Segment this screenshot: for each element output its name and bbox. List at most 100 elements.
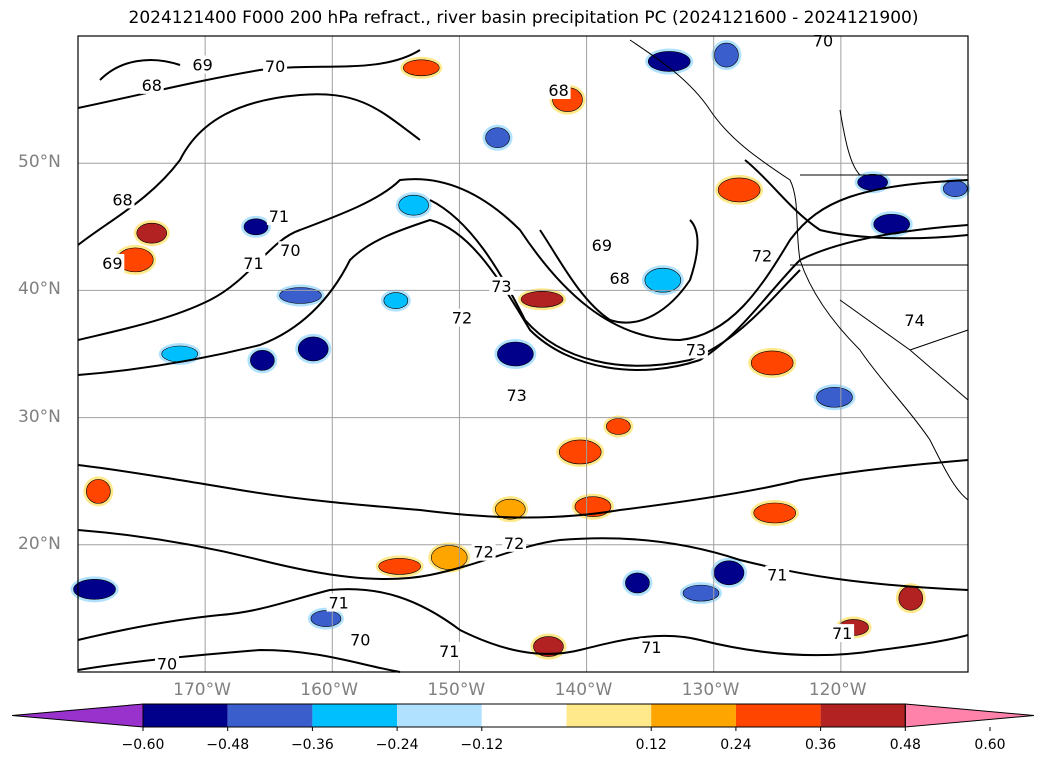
contour-label: 69 <box>592 236 612 255</box>
precip-blob <box>243 218 269 236</box>
contour-label: 71 <box>243 254 263 273</box>
contour-label: 73 <box>491 277 511 296</box>
contour-label-bg <box>449 308 474 327</box>
colorbar-segment <box>481 704 567 727</box>
colorbar-tick-label: 0.24 <box>720 737 752 753</box>
precip-blob <box>494 498 526 520</box>
colorbar-segment <box>735 704 821 727</box>
lat-tick-label: 40°N <box>18 279 61 300</box>
contour-label-bg <box>266 206 291 225</box>
contour-label-bg <box>750 246 775 265</box>
contour-label: 72 <box>504 534 524 553</box>
contour-label-bg <box>639 638 664 657</box>
precip-blob <box>86 479 111 504</box>
map-frame <box>77 35 969 673</box>
colorbar-segment <box>312 704 398 727</box>
contour-label-bg <box>326 593 351 612</box>
contour-label-bg <box>437 641 462 660</box>
contour-label-bg <box>155 654 179 673</box>
contour-label-bg <box>348 630 373 649</box>
lon-tick-label: 160°W <box>300 680 359 700</box>
precip-blob <box>73 579 116 600</box>
contour-line <box>77 648 401 673</box>
precip-blob <box>714 42 739 68</box>
colorbar-tick-label: 0.48 <box>889 737 921 753</box>
lat-tick-label: 20°N <box>18 533 61 554</box>
precip-blob <box>250 350 275 371</box>
precip-blob <box>279 287 322 304</box>
contour-label-bg <box>489 276 514 295</box>
precip-blob <box>402 59 440 77</box>
precip-blob <box>606 418 631 435</box>
lon-tick-label: 140°W <box>554 680 613 700</box>
contour-line <box>539 219 699 324</box>
contour-label-bg <box>139 75 164 94</box>
colorbar-tick-label: 0.60 <box>974 737 1006 753</box>
precip-blob <box>485 127 510 149</box>
contour-label-bg <box>902 311 927 330</box>
contour-label: 71 <box>832 624 852 643</box>
precip-blob <box>497 341 534 367</box>
colorbar-outline <box>142 703 906 728</box>
contour-label: 74 <box>904 311 924 330</box>
contour-label-bg <box>504 386 529 405</box>
contour-label-bg <box>765 565 790 584</box>
contour-line <box>77 588 969 657</box>
contour-line <box>77 49 421 109</box>
colorbar-extend-low <box>11 703 144 728</box>
contour-line <box>77 178 969 342</box>
contour-label-bg <box>471 542 496 561</box>
colorbar-tick-label: 0.12 <box>635 737 667 753</box>
precip-blob <box>378 558 421 575</box>
contour-label: 70 <box>157 655 177 674</box>
lon-tick-label: 120°W <box>808 680 867 700</box>
contour-label-bg <box>100 253 125 272</box>
precip-blob <box>533 636 564 657</box>
colorbar-segment <box>227 704 313 727</box>
contour-label: 68 <box>112 190 132 209</box>
contour-label: 68 <box>609 269 629 288</box>
contour-label: 73 <box>686 340 706 359</box>
precip-blob <box>398 194 429 216</box>
contour-label: 68 <box>142 76 162 95</box>
colorbar-extend-high <box>904 703 1035 728</box>
precip-blob <box>520 291 564 308</box>
contour-label-bg <box>502 533 527 552</box>
precip-blob <box>574 496 612 517</box>
contour-label: 69 <box>192 56 212 75</box>
colorbar-tick-label: −0.24 <box>375 737 419 753</box>
contour-line <box>77 459 969 519</box>
contour-label-bg <box>110 190 135 209</box>
coastline <box>629 39 969 501</box>
contour-label: 71 <box>328 594 348 613</box>
colorbar-tick-label: 0.36 <box>805 737 837 753</box>
colorbar-tick-label: −0.48 <box>206 737 250 753</box>
colorbar-segment <box>651 704 736 727</box>
colorbar-segment <box>566 704 652 727</box>
colorbar-segment <box>143 704 228 727</box>
contour-label-bg <box>263 56 288 75</box>
precipitation-pc-fills <box>70 40 971 660</box>
precip-blob <box>750 350 794 376</box>
colorbar-segment <box>397 704 482 727</box>
state-border <box>839 109 861 176</box>
precip-blob <box>816 386 853 408</box>
precip-blob <box>713 560 745 586</box>
colorbar-tick-label: −0.12 <box>460 737 504 753</box>
contour-label-bg <box>546 80 571 99</box>
precip-blob <box>898 585 924 611</box>
contour-label: 72 <box>752 246 772 265</box>
contour-label-bg <box>241 253 266 272</box>
colorbar-segment <box>820 704 906 727</box>
colorbar <box>11 703 1035 731</box>
precip-blob <box>647 51 691 72</box>
plot-title: 2024121400 F000 200 hPa refract., river … <box>128 8 919 28</box>
contour-line <box>99 59 181 81</box>
contour-label-bg <box>683 340 708 359</box>
precip-blob <box>644 267 682 293</box>
contour-label: 71 <box>641 638 661 657</box>
contour-label: 69 <box>102 254 122 273</box>
colorbar-tick-label: −0.36 <box>290 737 334 753</box>
contour-label: 70 <box>350 630 370 649</box>
